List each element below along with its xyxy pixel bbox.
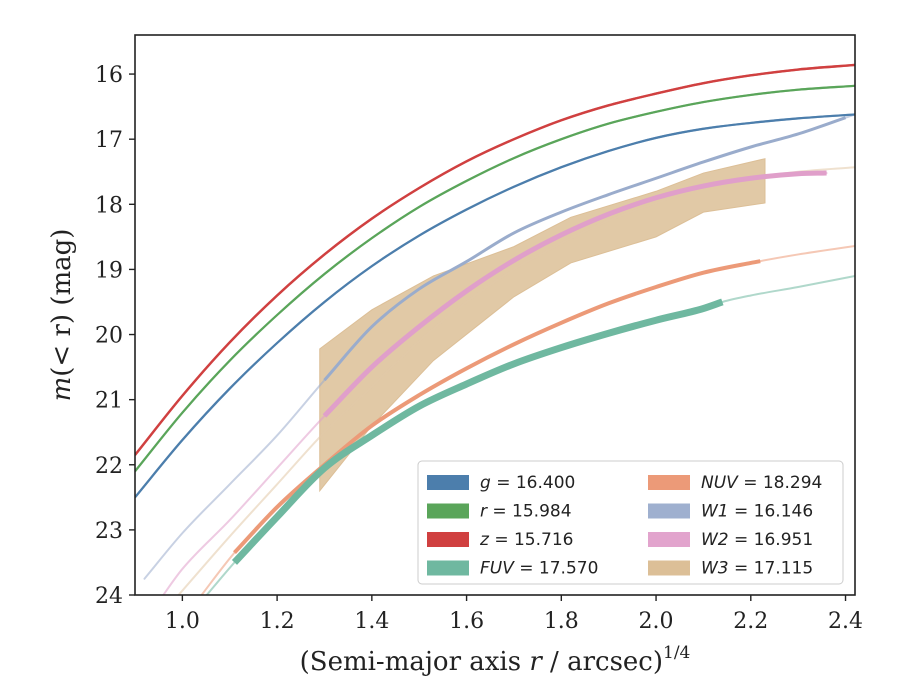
y-tick-label: 16 xyxy=(95,63,123,88)
legend-label: W3 = 17.115 xyxy=(701,559,813,579)
y-axis-title: m(< r) (mag) xyxy=(47,229,77,402)
legend-swatch xyxy=(648,560,690,576)
legend-label: NUV = 18.294 xyxy=(701,473,822,493)
x-tick-label: 1.8 xyxy=(544,609,579,634)
y-tick-label: 19 xyxy=(95,258,123,283)
y-tick-label: 20 xyxy=(95,324,123,349)
legend-label: FUV = 17.570 xyxy=(480,559,598,579)
legend-swatch xyxy=(427,560,469,576)
legend-entry-r: r = 15.984 xyxy=(427,502,572,522)
y-tick-label: 23 xyxy=(95,519,123,544)
band-w3 xyxy=(319,158,766,493)
legend-box xyxy=(417,460,844,585)
y-tick-label: 17 xyxy=(95,128,123,153)
lines-layer xyxy=(135,63,855,595)
bands-layer xyxy=(319,158,766,493)
legend-entry-w2: W2 = 16.951 xyxy=(648,530,813,550)
legend-swatch xyxy=(427,532,469,547)
legend-entry-g: g = 16.400 xyxy=(427,473,575,493)
plot-frame xyxy=(134,34,856,596)
y-tick-label: 24 xyxy=(95,584,123,609)
line-g xyxy=(135,113,855,499)
legend-entry-nuv: NUV = 18.294 xyxy=(648,473,822,493)
legend-entry-fuv: FUV = 17.570 xyxy=(427,559,598,579)
legend-swatch xyxy=(648,532,690,547)
legend-swatch xyxy=(648,475,690,490)
legend-entry-w3: W3 = 17.115 xyxy=(648,559,813,579)
line-z xyxy=(135,63,855,456)
legend-swatch xyxy=(427,503,469,519)
x-tick-label: 2.2 xyxy=(733,609,768,634)
line-w1 xyxy=(323,116,847,382)
legend-swatch xyxy=(648,503,690,519)
x-tick-label: 1.0 xyxy=(165,609,200,634)
legend-label: W2 = 16.951 xyxy=(701,530,813,550)
x-tick-label: 1.4 xyxy=(354,609,389,634)
legend-label: r = 15.984 xyxy=(480,502,572,522)
legend-entry-w1: W1 = 16.146 xyxy=(648,502,813,522)
y-tick-label: 22 xyxy=(95,454,123,479)
x-tick-label: 2.0 xyxy=(639,609,674,634)
y-tick-label: 21 xyxy=(95,389,123,414)
x-tick-label: 2.4 xyxy=(828,609,863,634)
x-tick-label: 1.2 xyxy=(260,609,295,634)
line-r xyxy=(135,84,855,472)
x-tick-label: 1.6 xyxy=(449,609,484,634)
y-axis: 16 17 18 19 20 21 22 23 24 xyxy=(95,63,135,609)
x-axis: 1.0 1.2 1.4 1.6 1.8 2.0 2.2 2.4 xyxy=(165,595,863,634)
legend: g = 16.400 r = 15.984 z = 15.716 FUV = 17.5… xyxy=(417,460,844,585)
legend-entry-z: z = 15.716 xyxy=(427,530,573,550)
legend-swatch xyxy=(427,475,469,490)
x-axis-title: (Semi-major axis r / arcsec)1/4 xyxy=(300,643,691,677)
legend-label: g = 16.400 xyxy=(480,473,575,493)
line-w2 xyxy=(322,170,827,418)
legend-label: W1 = 16.146 xyxy=(701,502,813,522)
legend-label: z = 15.716 xyxy=(479,530,573,550)
line-fuv xyxy=(231,298,724,565)
y-tick-label: 18 xyxy=(95,193,123,218)
